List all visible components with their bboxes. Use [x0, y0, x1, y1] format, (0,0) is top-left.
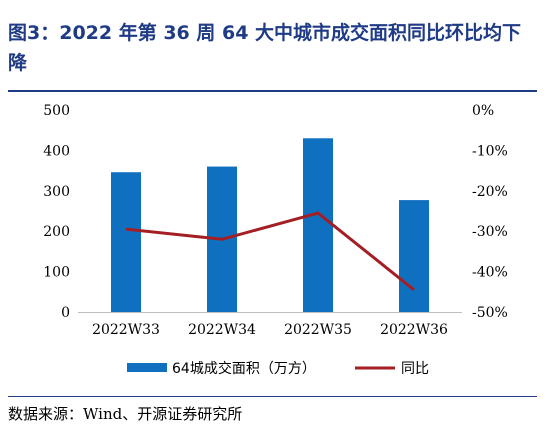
- left-axis-tick-label: 100: [43, 265, 70, 281]
- bar: [399, 200, 429, 312]
- right-axis-tick-label: -20%: [472, 184, 508, 200]
- left-axis-tick-label: 300: [43, 184, 70, 200]
- left-axis-tick-label: 0: [61, 305, 70, 321]
- bar: [111, 172, 141, 312]
- right-axis-tick-label: -30%: [472, 224, 508, 240]
- x-axis-tick-label: 2022W34: [188, 322, 256, 338]
- x-axis-ticks: 2022W33 2022W34 2022W35 2022W36: [92, 322, 448, 338]
- right-axis-ticks: -50% -40% -30% -20% -10% 0%: [472, 103, 508, 321]
- left-axis-tick-label: 400: [43, 143, 70, 159]
- legend-line-label: 同比: [401, 361, 429, 377]
- legend-bar-swatch: [127, 363, 167, 372]
- left-axis-tick-label: 200: [43, 224, 70, 240]
- left-axis-ticks: 0 100 200 300 400 500: [43, 103, 70, 321]
- source-note: 数据来源：Wind、开源证券研究所: [8, 405, 243, 423]
- line-yoy: [125, 211, 415, 291]
- title-divider: [8, 90, 537, 92]
- left-axis-tick-label: 500: [43, 103, 70, 119]
- x-axis-tick-label: 2022W35: [284, 322, 352, 338]
- right-axis-tick-label: -40%: [472, 265, 508, 281]
- x-axis-tick-label: 2022W36: [380, 322, 448, 338]
- line-series: [125, 211, 415, 291]
- legend-bar-label: 64城成交面积（万方）: [172, 360, 316, 377]
- legend: 64城成交面积（万方） 同比: [127, 360, 429, 377]
- bar: [303, 138, 333, 312]
- chart-title: 图3：2022 年第 36 周 64 大中城市成交面积同比环比均下降: [8, 22, 522, 74]
- right-axis-tick-label: -10%: [472, 143, 508, 159]
- x-axis-tick-label: 2022W33: [92, 322, 160, 338]
- right-axis-tick-label: 0%: [472, 103, 494, 119]
- right-axis-tick-label: -50%: [472, 305, 508, 321]
- source-divider: [8, 396, 537, 397]
- bar-series: [111, 138, 429, 312]
